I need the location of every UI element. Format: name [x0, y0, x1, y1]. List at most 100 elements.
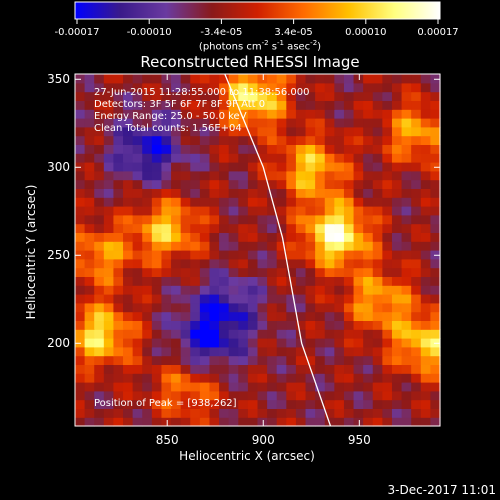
- heatmap-cell: [151, 153, 163, 163]
- heatmap-cell: [363, 153, 374, 163]
- heatmap-cell: [190, 223, 201, 233]
- heatmap-cell: [420, 82, 431, 93]
- heatmap-cell: [180, 258, 191, 269]
- heatmap-cell: [276, 408, 287, 418]
- heatmap-cell: [103, 162, 115, 172]
- heatmap-cell: [267, 135, 278, 145]
- heatmap-cell: [286, 258, 297, 269]
- heatmap-cell: [247, 294, 259, 304]
- heatmap-cell: [267, 417, 278, 427]
- heatmap-cell: [391, 302, 403, 313]
- heatmap-cell: [411, 144, 422, 154]
- heatmap-cell: [372, 267, 383, 277]
- heatmap-cell: [75, 346, 86, 357]
- heatmap-cell: [219, 373, 230, 383]
- heatmap-cell: [132, 241, 143, 251]
- heatmap-cell: [420, 382, 431, 392]
- heatmap-cell: [209, 74, 220, 84]
- heatmap-cell: [94, 373, 105, 383]
- heatmap-cell: [295, 206, 307, 216]
- heatmap-cell: [219, 382, 230, 392]
- heatmap-cell: [161, 355, 172, 365]
- heatmap-cell: [286, 364, 297, 374]
- heatmap-cell: [315, 109, 326, 119]
- heatmap-cell: [372, 311, 383, 321]
- heatmap-cell: [382, 153, 393, 163]
- heatmap-cell: [171, 417, 182, 427]
- heatmap-cell: [305, 153, 316, 163]
- heatmap-cell: [132, 382, 143, 392]
- heatmap-cell: [276, 417, 287, 427]
- heatmap-cell: [238, 188, 249, 198]
- heatmap-cell: [161, 417, 172, 427]
- heatmap-cell: [324, 311, 335, 321]
- heatmap-cell: [228, 126, 239, 137]
- heatmap-cell: [180, 118, 191, 128]
- heatmap-cell: [75, 338, 86, 348]
- heatmap-cell: [209, 320, 220, 330]
- heatmap-cell: [286, 118, 297, 128]
- heatmap-cell: [94, 276, 105, 286]
- heatmap-cell: [257, 408, 268, 418]
- heatmap-cell: [199, 294, 211, 304]
- heatmap-cell: [276, 144, 287, 154]
- heatmap-cell: [209, 302, 220, 313]
- heatmap-cell: [228, 109, 239, 119]
- heatmap-cell: [161, 285, 172, 295]
- heatmap-cell: [171, 346, 182, 357]
- heatmap-cell: [305, 267, 316, 277]
- heatmap-cell: [324, 144, 335, 154]
- heatmap-cell: [199, 267, 211, 277]
- heatmap-cell: [103, 276, 115, 286]
- heatmap-cell: [75, 285, 86, 295]
- heatmap-cell: [151, 82, 163, 93]
- heatmap-cell: [199, 118, 211, 128]
- heatmap-cell: [430, 153, 441, 163]
- heatmap-cell: [305, 417, 316, 427]
- heatmap-cell: [401, 144, 412, 154]
- heatmap-cell: [94, 74, 105, 84]
- heatmap-cell: [420, 390, 431, 401]
- heatmap-cell: [286, 355, 297, 365]
- heatmap-cell: [209, 100, 220, 110]
- heatmap-cell: [305, 109, 316, 119]
- heatmap-cell: [324, 241, 335, 251]
- heatmap-cell: [267, 241, 278, 251]
- heatmap-cell: [171, 188, 182, 198]
- heatmap-cell: [209, 144, 220, 154]
- heatmap-cell: [75, 364, 86, 374]
- heatmap-cell: [257, 382, 268, 392]
- heatmap-cell: [411, 329, 422, 339]
- heatmap-cell: [286, 329, 297, 339]
- heatmap-cell: [334, 188, 345, 198]
- heatmap-cell: [103, 74, 115, 84]
- heatmap-cell: [180, 364, 191, 374]
- heatmap-cell: [372, 197, 383, 207]
- heatmap-cell: [171, 135, 182, 145]
- heatmap-cell: [295, 197, 307, 207]
- heatmap-cell: [123, 91, 134, 101]
- heatmap-cell: [238, 399, 249, 409]
- heatmap-cell: [219, 170, 230, 181]
- heatmap-cell: [315, 214, 326, 225]
- heatmap-cell: [219, 241, 230, 251]
- heatmap-cell: [180, 100, 191, 110]
- heatmap-cell: [199, 258, 211, 269]
- heatmap-cell: [315, 197, 326, 207]
- heatmap-cell: [180, 214, 191, 225]
- heatmap-cell: [103, 179, 115, 189]
- heatmap-cell: [142, 109, 153, 119]
- heatmap-cell: [75, 197, 86, 207]
- heatmap-cell: [171, 329, 182, 339]
- heatmap-cell: [161, 346, 172, 357]
- heatmap-cell: [142, 74, 153, 84]
- heatmap-cell: [84, 285, 95, 295]
- heatmap-cell: [247, 382, 259, 392]
- heatmap-cell: [295, 258, 307, 269]
- heatmap-cell: [94, 294, 105, 304]
- heatmap-cell: [411, 250, 422, 260]
- heatmap-cell: [276, 338, 287, 348]
- heatmap-cell: [286, 162, 297, 172]
- heatmap-cell: [286, 267, 297, 277]
- heatmap-cell: [238, 311, 249, 321]
